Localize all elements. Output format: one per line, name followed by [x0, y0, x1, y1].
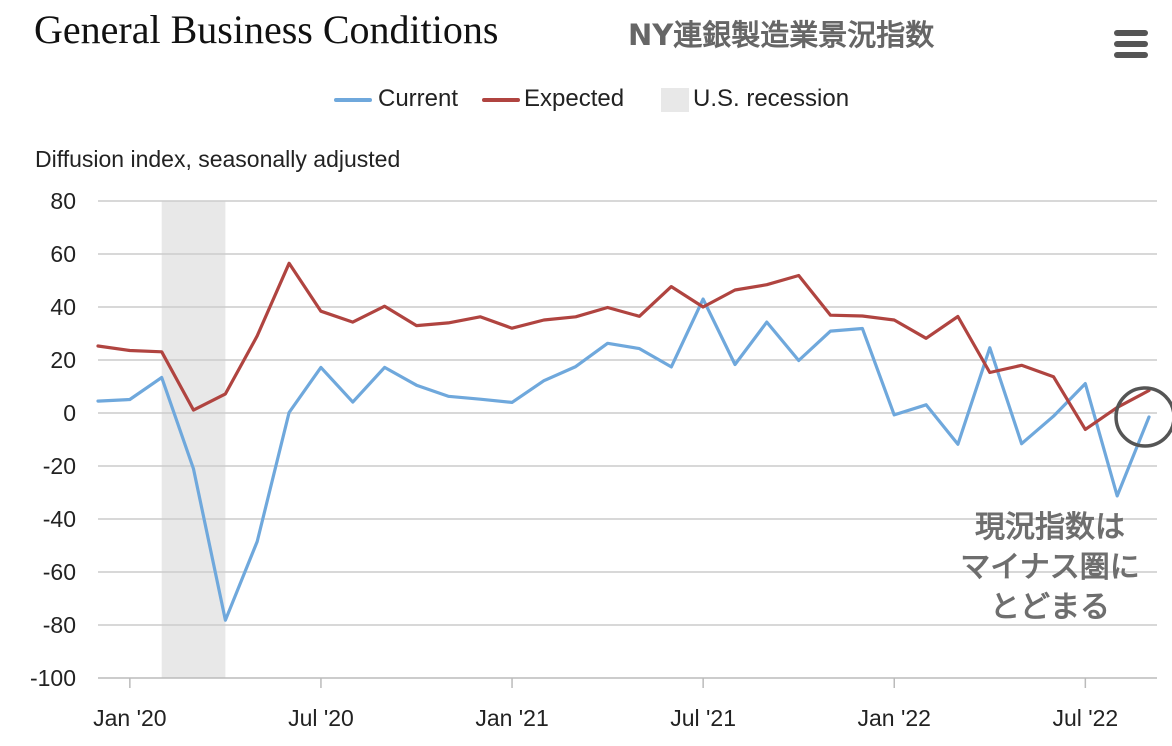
y-tick-label: 20 — [50, 347, 76, 373]
y-tick-label: 40 — [50, 294, 76, 320]
chart-subtitle: NY連銀製造業景況指数 — [628, 18, 935, 52]
highlight-circle — [1114, 386, 1172, 448]
y-tick-label: -100 — [30, 665, 76, 691]
y-tick-label: -80 — [43, 612, 76, 638]
menu-bar — [1114, 30, 1148, 36]
hamburger-menu-icon[interactable] — [1114, 30, 1150, 60]
legend-label-recession: U.S. recession — [693, 85, 850, 112]
x-tick-label: Jul '22 — [1052, 705, 1118, 731]
chart-title: General Business Conditions — [34, 7, 499, 52]
annotation-line: 現況指数は — [975, 510, 1125, 545]
x-tick-label: Jul '20 — [288, 705, 354, 731]
y-tick-label: 60 — [50, 241, 76, 267]
annotation-callout: 現況指数は マイナス圏に とどまる — [940, 508, 1160, 628]
x-tick-label: Jul '21 — [670, 705, 736, 731]
y-tick-label: 80 — [50, 188, 76, 214]
y-tick-label: -20 — [43, 453, 76, 479]
legend-swatch-recession — [661, 88, 689, 112]
series-line-expected — [96, 261, 1151, 431]
annotation-line: マイナス圏に — [960, 550, 1140, 585]
legend-label-expected: Expected — [524, 85, 625, 112]
y-axis-title: Diffusion index, seasonally adjusted — [35, 146, 401, 172]
x-tick-label: Jan '20 — [93, 705, 166, 731]
menu-bar — [1114, 52, 1148, 58]
x-tick-label: Jan '21 — [475, 705, 548, 731]
series-line-current — [96, 297, 1151, 622]
x-tick-label: Jan '22 — [858, 705, 931, 731]
menu-bar — [1114, 41, 1148, 47]
y-tick-label: -60 — [43, 559, 76, 585]
y-tick-label: -40 — [43, 506, 76, 532]
legend-label-current: Current — [378, 85, 459, 112]
legend-swatch-current — [334, 98, 372, 102]
annotation-line: とどまる — [990, 590, 1110, 625]
legend-swatch-expected — [482, 98, 520, 102]
y-tick-label: 0 — [63, 400, 76, 426]
recession-band — [161, 201, 226, 678]
